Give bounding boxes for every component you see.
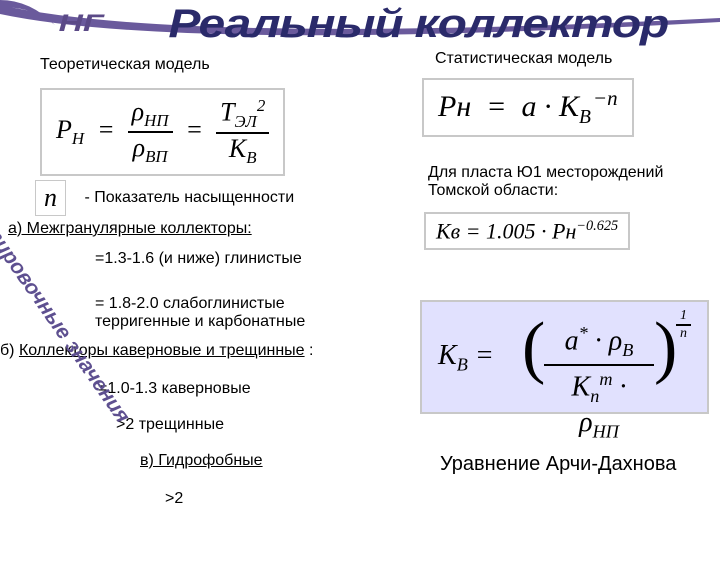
n-indicator: n - Показатель насыщенности bbox=[35, 180, 294, 216]
section-a-line1: =1.3-1.6 (и ниже) глинистые bbox=[95, 250, 302, 268]
ng-logo: НГ bbox=[59, 10, 104, 38]
archi-label: Уравнение Арчи-Дахнова bbox=[440, 453, 676, 476]
plast-note: Для пласта Ю1 месторождений Томской обла… bbox=[428, 164, 708, 200]
formula-archi: KВ = ( a* · ρВ Knm · ρНП ) 1 n bbox=[420, 300, 709, 414]
section-a-line2: = 1.8-2.0 слабоглинистые терригенные и к… bbox=[95, 295, 355, 331]
formula-theoretical: PН = ρНП ρВП = TЭЛ2 KВ bbox=[40, 88, 285, 176]
section-b-title: б) Коллекторы каверновые и трещинные : bbox=[0, 342, 313, 360]
subtitle-left: Теоретическая модель bbox=[40, 56, 210, 74]
formula-statistical: Pн = a · KВ−n bbox=[422, 78, 634, 137]
subtitle-right: Статистическая модель bbox=[435, 50, 612, 68]
n-description: - Показатель насыщенности bbox=[84, 189, 294, 206]
section-a-title: а) Межгранулярные коллекторы: bbox=[8, 220, 252, 238]
n-symbol: n bbox=[35, 180, 66, 216]
page-title: Реальный коллектор bbox=[168, 2, 668, 47]
formula-tomsk: Кв = 1.005 · Рн−0.625 bbox=[424, 212, 630, 250]
